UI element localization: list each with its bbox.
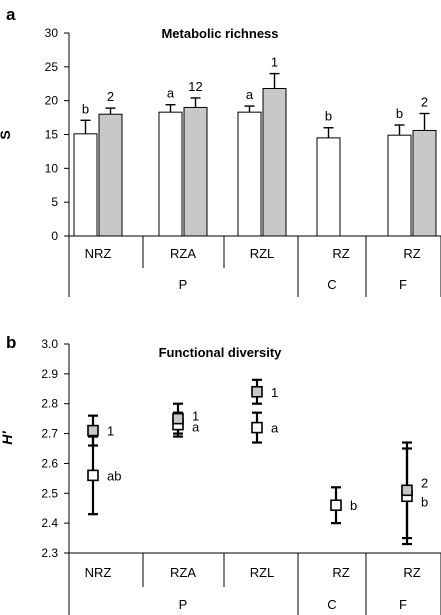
y-tick-label: 2.4 — [41, 516, 58, 530]
y-tick-label: 0 — [51, 229, 58, 243]
significance-label: b — [325, 109, 332, 124]
bar — [73, 133, 98, 237]
group-label: C — [327, 277, 336, 292]
bar — [412, 129, 437, 237]
y-tick-label: 3.0 — [41, 337, 58, 351]
significance-label: b — [350, 498, 357, 513]
category-label: RZL — [250, 565, 275, 580]
y-tick-label: 10 — [45, 161, 59, 175]
chart-title-a: Metabolic richness — [161, 26, 278, 41]
significance-label: 1 — [271, 55, 278, 70]
significance-label: b — [82, 101, 89, 116]
significance-label: 2 — [421, 95, 428, 110]
y-tick-label: 2.5 — [41, 486, 58, 500]
bar — [316, 137, 341, 237]
significance-label: 12 — [188, 79, 202, 94]
category-label: RZL — [250, 246, 275, 261]
category-label: NRZ — [85, 246, 112, 261]
category-label: RZ — [332, 246, 349, 261]
significance-label: 1 — [107, 424, 114, 439]
point-marker — [251, 385, 263, 398]
bar — [237, 111, 262, 237]
panel-letter-b: b — [6, 333, 16, 352]
bar — [387, 134, 412, 237]
y-tick-label: 2.8 — [41, 397, 58, 411]
y-tick-label: 20 — [45, 94, 59, 108]
y-axis-label-b: H' — [0, 431, 15, 445]
point-marker — [87, 424, 99, 437]
category-label: NRZ — [85, 565, 112, 580]
y-axis-label-a: S — [0, 130, 13, 139]
point-marker — [251, 421, 263, 434]
category-label: RZA — [170, 246, 196, 261]
significance-label: a — [167, 86, 175, 101]
point-marker — [330, 499, 342, 512]
panel-a: a Metabolic richness S 051015202530b2a12… — [0, 5, 441, 297]
chart-title-b: Functional diversity — [159, 345, 283, 360]
y-tick-label: 25 — [45, 60, 59, 74]
point-marker — [87, 469, 99, 482]
group-label: F — [399, 277, 407, 292]
y-tick-label: 2.7 — [41, 427, 58, 441]
significance-label: 2 — [421, 475, 428, 490]
significance-label: ab — [107, 468, 121, 483]
significance-label: 1 — [271, 385, 278, 400]
significance-label: 1 — [192, 409, 199, 424]
group-label: C — [327, 597, 336, 612]
panel-b: b Functional diversity H' 2.3 2.4 2.5 2.6 2.… — [0, 333, 441, 615]
significance-label: a — [246, 87, 254, 102]
y-tick-label: 2.6 — [41, 456, 58, 470]
y-tick-label: 2.3 — [41, 546, 58, 560]
category-label: RZ — [332, 565, 349, 580]
bar — [158, 111, 183, 237]
bar — [183, 106, 208, 237]
significance-label: b — [396, 106, 403, 121]
y-tick-label: 15 — [45, 128, 59, 142]
bar — [98, 113, 123, 237]
significance-label: a — [192, 420, 200, 435]
point-marker — [401, 484, 413, 497]
point-marker — [172, 412, 184, 425]
y-tick-label: 5 — [51, 195, 58, 209]
significance-label: b — [421, 494, 428, 509]
panel-letter-a: a — [6, 5, 16, 24]
category-label: RZA — [170, 565, 196, 580]
bar — [262, 87, 287, 237]
significance-label: 2 — [107, 89, 114, 104]
category-label: RZ — [403, 246, 420, 261]
group-label: P — [179, 277, 188, 292]
y-tick-label: 30 — [45, 26, 59, 40]
plot-area-a: 0 5 10 15 20 25 30 b 2 a 12 a 1 b b 2 NRZ RZA RZL RZ RZ P C F — [45, 26, 441, 297]
group-label: P — [179, 597, 188, 612]
group-label: F — [399, 597, 407, 612]
category-label: RZ — [403, 565, 420, 580]
significance-label: a — [271, 421, 279, 436]
y-tick-label: 2.9 — [41, 367, 58, 381]
